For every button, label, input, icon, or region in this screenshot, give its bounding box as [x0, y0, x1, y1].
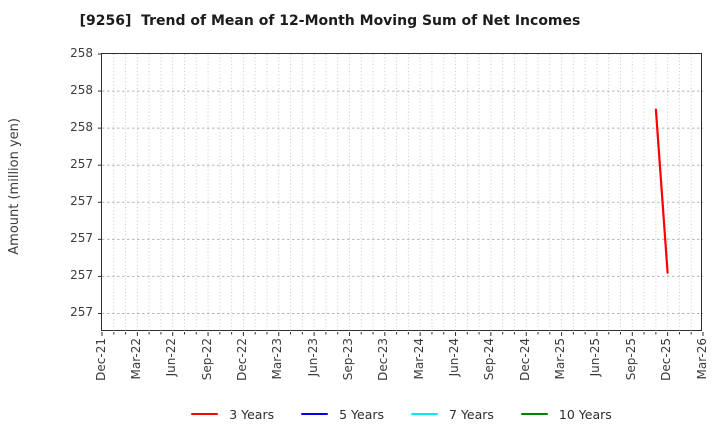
legend-swatch [191, 412, 219, 416]
legend-label: 5 Years [339, 406, 385, 422]
y-tick-label: 258 [70, 46, 93, 60]
y-tick-label: 257 [70, 194, 93, 209]
y-tick-label: 258 [70, 83, 93, 98]
x-tick-label: Dec-24 [517, 338, 532, 381]
chart-legend: 3 Years 5 Years 7 Years 10 Years [101, 403, 702, 425]
x-tick-label: Sep-23 [340, 338, 355, 381]
legend-label: 10 Years [558, 406, 612, 422]
x-tick-label: Mar-26 [694, 338, 709, 380]
legend-label: 7 Years [449, 406, 494, 422]
x-tick-label: Jun-25 [588, 338, 603, 377]
y-tick-label: 258 [70, 120, 93, 135]
x-tick-label: Jun-24 [447, 338, 462, 377]
x-tick-label: Dec-21 [93, 338, 108, 381]
series-line-3-years [654, 108, 669, 274]
legend-swatch [411, 412, 439, 416]
x-tick-label: Sep-24 [482, 338, 497, 381]
legend-item: 10 Years [520, 406, 612, 422]
legend-label: 3 Years [229, 406, 275, 422]
legend-swatch [301, 412, 329, 416]
legend-item: 7 Years [411, 407, 494, 422]
legend-item: 3 Years [191, 407, 274, 422]
x-tick-label: Mar-22 [128, 338, 143, 380]
legend-swatch [520, 412, 548, 416]
x-tick-label: Mar-25 [553, 338, 568, 380]
x-tick-label: Dec-23 [376, 338, 391, 381]
plot-canvas [98, 53, 704, 336]
x-tick-label: Mar-24 [411, 338, 426, 380]
x-tick-label: Jun-23 [305, 338, 320, 377]
y-tick-label: 257 [70, 268, 93, 283]
x-tick-label: Sep-25 [623, 338, 638, 381]
y-tick-label: 257 [70, 157, 93, 172]
plot-area [98, 53, 704, 336]
x-tick-label: Dec-25 [659, 338, 674, 381]
chart-title: [9256] Trend of Mean of 12-Month Moving … [79, 13, 581, 29]
x-tick-label: Jun-22 [164, 338, 179, 377]
x-tick-label: Dec-22 [234, 338, 249, 381]
y-tick-label: 257 [70, 305, 93, 320]
x-tick-label: Mar-23 [270, 338, 285, 380]
y-tick-label: 257 [70, 231, 93, 246]
legend-item: 5 Years [301, 407, 384, 422]
x-tick-label: Sep-22 [199, 338, 214, 381]
